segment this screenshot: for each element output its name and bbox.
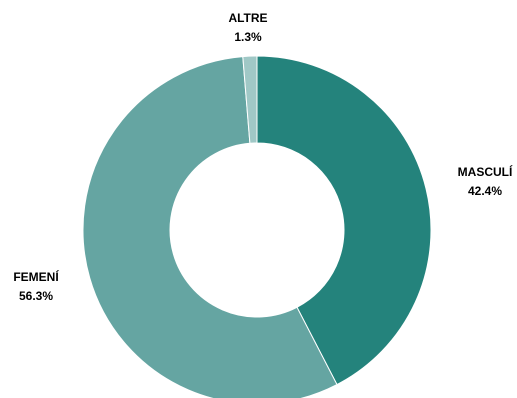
donut-slices (82, 55, 432, 398)
label-altre-name: ALTRE (228, 11, 267, 25)
label-altre-value: 1.3% (234, 30, 262, 44)
slice-masculi (256, 55, 432, 386)
label-masculi-value: 42.4% (468, 184, 502, 198)
slice-altre (242, 55, 258, 144)
slice-femeni (82, 56, 338, 398)
label-femeni-value: 56.3% (19, 289, 53, 303)
label-masculi-name: MASCULÍ (458, 164, 513, 179)
label-femeni-name: FEMENÍ (13, 269, 59, 284)
